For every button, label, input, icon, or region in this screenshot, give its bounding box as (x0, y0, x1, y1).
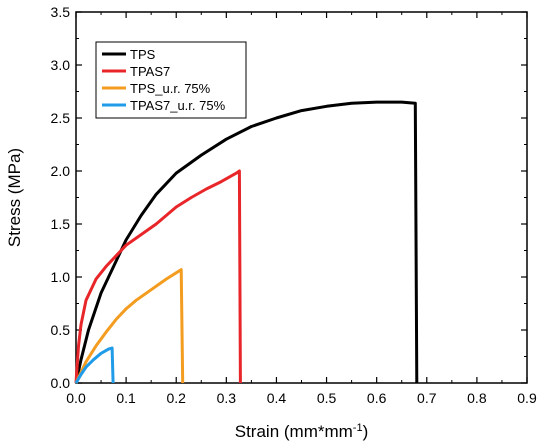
x-tick-label: 0.8 (467, 390, 487, 406)
series-line-tpas7-u-r-75 (74, 346, 115, 384)
legend: TPS TPAS7 TPS_u.r. 75% TPAS7_u.r. 75% (95, 41, 247, 119)
y-tick-label: 3.5 (51, 4, 71, 20)
y-tick-label: 1.5 (51, 216, 71, 232)
series-line-tps (74, 100, 419, 384)
y-tick-label: 0.5 (51, 322, 71, 338)
x-tick-label: 0.2 (166, 390, 186, 406)
x-axis-title-suffix: ) (363, 422, 369, 441)
x-tick-label: 0.5 (317, 390, 337, 406)
y-tick-label: 0.0 (51, 375, 71, 391)
y-axis-title: Stress (MPa) (5, 148, 24, 247)
y-tick-label: 1.0 (51, 269, 71, 285)
x-axis-title: Strain (mm*mm-1) (235, 422, 369, 441)
x-axis-title-main: Strain (mm*mm (235, 422, 353, 441)
x-tick-label: 0.9 (517, 390, 537, 406)
series-lines (74, 100, 419, 384)
x-axis-title-superscript: -1 (353, 422, 363, 434)
x-tick-label: 0.7 (417, 390, 437, 406)
series-line-tpas7 (74, 169, 242, 384)
y-tick-label: 2.0 (51, 163, 71, 179)
legend-label: TPAS7_u.r. 75% (130, 98, 226, 113)
series-line-tps-u-r-75 (74, 268, 185, 384)
legend-label: TPAS7 (130, 64, 170, 79)
legend-label: TPS_u.r. 75% (130, 81, 211, 96)
x-tick-label: 0.3 (217, 390, 237, 406)
x-tick-label: 0.6 (367, 390, 387, 406)
legend-label: TPS (130, 47, 156, 62)
x-tick-label: 0.4 (267, 390, 287, 406)
x-tick-label: 0.0 (66, 390, 86, 406)
x-tick-label: 0.1 (116, 390, 136, 406)
y-tick-label: 3.0 (51, 57, 71, 73)
ticks: 0.0 0.1 0.2 0.3 0.4 0.5 0.6 0.7 0.8 0.9 0.0 0.5 1.0 1… (51, 4, 537, 406)
y-tick-label: 2.5 (51, 110, 71, 126)
